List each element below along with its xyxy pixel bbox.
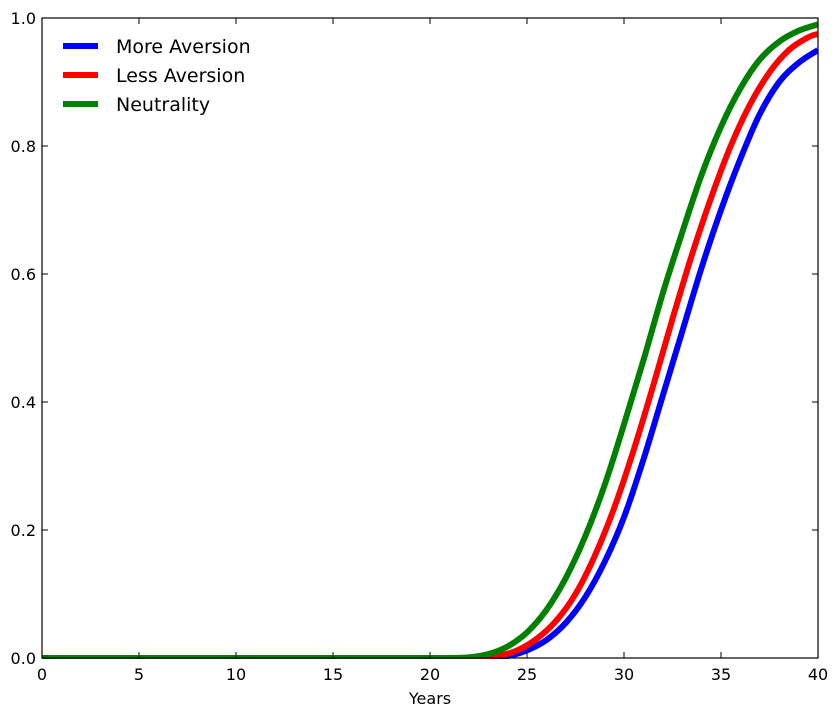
x-tick-label: 35 xyxy=(711,665,731,684)
x-tick-label: 0 xyxy=(37,665,47,684)
x-tick-label: 15 xyxy=(323,665,343,684)
legend-label: More Aversion xyxy=(116,36,251,58)
x-tick-label: 20 xyxy=(420,665,440,684)
x-axis: 0 5 10 15 20 25 30 35 40 xyxy=(37,18,828,684)
x-tick-label: 40 xyxy=(808,665,828,684)
x-tick-label: 10 xyxy=(226,665,246,684)
y-tick-label: 0.2 xyxy=(11,521,36,540)
x-tick-label: 5 xyxy=(134,665,144,684)
x-tick-label: 30 xyxy=(614,665,634,684)
legend-label: Neutrality xyxy=(116,94,210,116)
x-axis-title: Years xyxy=(408,689,451,708)
legend-item: Neutrality xyxy=(63,94,210,116)
legend-label: Less Aversion xyxy=(116,65,245,87)
y-axis: 0.0 0.2 0.4 0.6 0.8 1.0 xyxy=(11,9,818,668)
legend: More Aversion Less Aversion Neutrality xyxy=(63,36,251,116)
series-line-more-aversion xyxy=(42,47,818,659)
x-tick-label: 25 xyxy=(517,665,537,684)
series-line-less-aversion xyxy=(42,31,818,659)
plot-lines xyxy=(42,21,818,659)
legend-item: More Aversion xyxy=(63,36,251,58)
y-tick-label: 1.0 xyxy=(11,9,36,28)
y-tick-label: 0.4 xyxy=(11,393,36,412)
y-tick-label: 0.0 xyxy=(11,649,36,668)
legend-item: Less Aversion xyxy=(63,65,245,87)
y-tick-label: 0.8 xyxy=(11,137,36,156)
y-tick-label: 0.6 xyxy=(11,265,36,284)
series-line-neutrality xyxy=(42,21,818,659)
